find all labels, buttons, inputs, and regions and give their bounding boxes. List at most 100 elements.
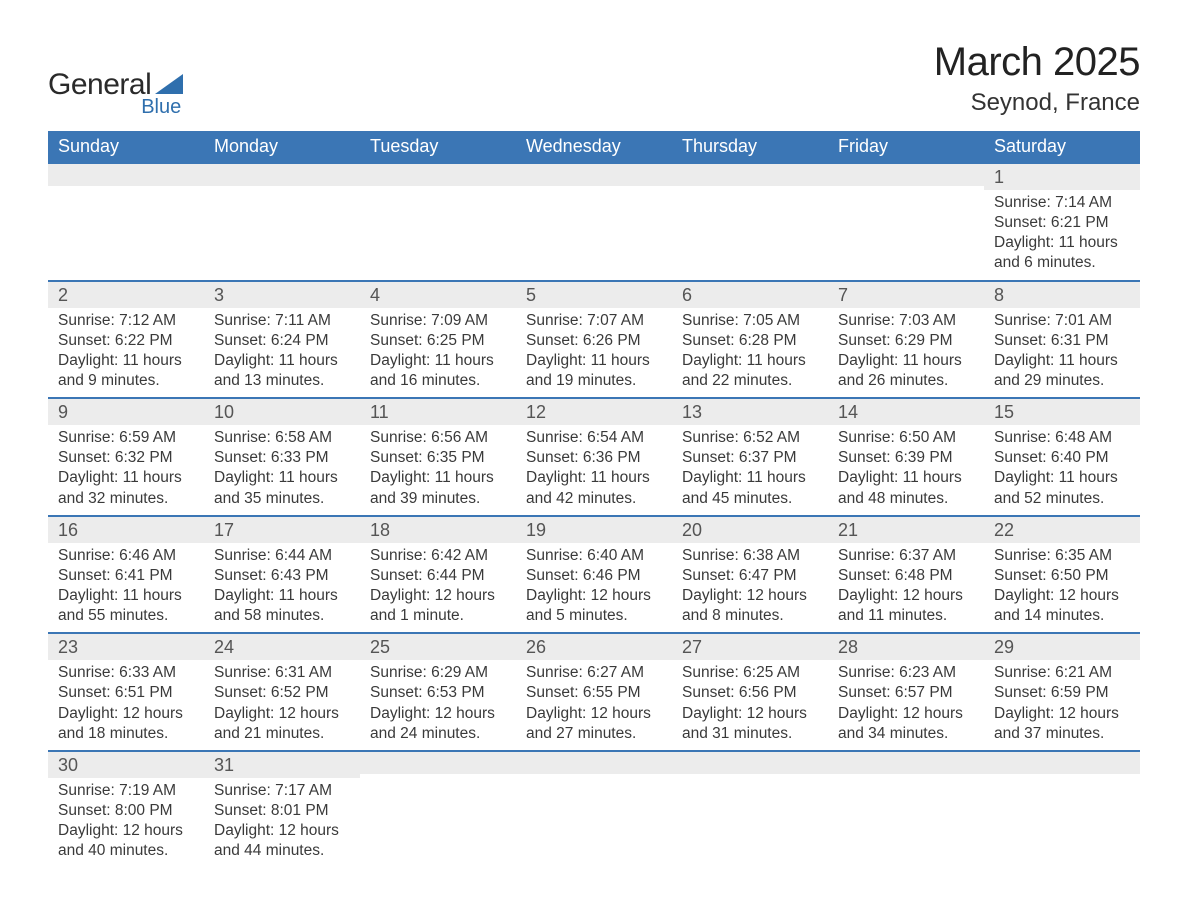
calendar-cell: 16Sunrise: 6:46 AMSunset: 6:41 PMDayligh… (48, 516, 204, 634)
day-sunrise: Sunrise: 7:03 AM (838, 311, 974, 331)
day-daylight2: and 26 minutes. (838, 371, 974, 391)
day-sunset: Sunset: 6:25 PM (370, 331, 506, 351)
day-number (204, 164, 360, 186)
brand-logo: General Blue (48, 40, 183, 119)
day-sunset: Sunset: 6:22 PM (58, 331, 194, 351)
day-data: Sunrise: 7:09 AMSunset: 6:25 PMDaylight:… (360, 308, 516, 398)
day-daylight2: and 18 minutes. (58, 724, 194, 744)
day-sunrise: Sunrise: 6:48 AM (994, 428, 1130, 448)
day-data (516, 186, 672, 264)
day-sunset: Sunset: 6:46 PM (526, 566, 662, 586)
day-sunset: Sunset: 6:41 PM (58, 566, 194, 586)
day-sunrise: Sunrise: 6:42 AM (370, 546, 506, 566)
day-sunset: Sunset: 6:57 PM (838, 683, 974, 703)
day-number: 27 (672, 634, 828, 660)
day-daylight1: Daylight: 12 hours (58, 704, 194, 724)
day-data: Sunrise: 7:19 AMSunset: 8:00 PMDaylight:… (48, 778, 204, 868)
day-number: 18 (360, 517, 516, 543)
day-daylight2: and 35 minutes. (214, 489, 350, 509)
day-data (828, 774, 984, 852)
day-data (672, 774, 828, 852)
day-number (360, 752, 516, 774)
calendar-cell (828, 751, 984, 868)
calendar-week-row: 9Sunrise: 6:59 AMSunset: 6:32 PMDaylight… (48, 398, 1140, 516)
day-number: 15 (984, 399, 1140, 425)
day-daylight2: and 39 minutes. (370, 489, 506, 509)
day-sunset: Sunset: 6:47 PM (682, 566, 818, 586)
page-title: March 2025 (934, 40, 1140, 85)
day-daylight1: Daylight: 11 hours (214, 586, 350, 606)
day-sunrise: Sunrise: 7:14 AM (994, 193, 1130, 213)
day-daylight2: and 44 minutes. (214, 841, 350, 861)
day-sunrise: Sunrise: 6:46 AM (58, 546, 194, 566)
day-sunset: Sunset: 6:43 PM (214, 566, 350, 586)
calendar-cell: 9Sunrise: 6:59 AMSunset: 6:32 PMDaylight… (48, 398, 204, 516)
day-daylight2: and 27 minutes. (526, 724, 662, 744)
day-daylight2: and 24 minutes. (370, 724, 506, 744)
day-sunrise: Sunrise: 6:54 AM (526, 428, 662, 448)
day-sunrise: Sunrise: 6:56 AM (370, 428, 506, 448)
col-header: Saturday (984, 131, 1140, 163)
day-daylight1: Daylight: 11 hours (526, 351, 662, 371)
day-sunrise: Sunrise: 6:37 AM (838, 546, 974, 566)
day-number: 8 (984, 282, 1140, 308)
day-daylight2: and 6 minutes. (994, 253, 1130, 273)
day-sunset: Sunset: 6:55 PM (526, 683, 662, 703)
day-daylight1: Daylight: 12 hours (682, 704, 818, 724)
day-daylight2: and 22 minutes. (682, 371, 818, 391)
day-sunset: Sunset: 6:50 PM (994, 566, 1130, 586)
day-number: 12 (516, 399, 672, 425)
calendar-cell (672, 751, 828, 868)
calendar-cell: 15Sunrise: 6:48 AMSunset: 6:40 PMDayligh… (984, 398, 1140, 516)
day-daylight1: Daylight: 12 hours (370, 704, 506, 724)
calendar-cell (360, 751, 516, 868)
calendar-cell: 3Sunrise: 7:11 AMSunset: 6:24 PMDaylight… (204, 281, 360, 399)
calendar-cell (360, 163, 516, 281)
calendar-cell (672, 163, 828, 281)
day-sunrise: Sunrise: 7:05 AM (682, 311, 818, 331)
day-number: 25 (360, 634, 516, 660)
day-number: 19 (516, 517, 672, 543)
calendar-cell: 22Sunrise: 6:35 AMSunset: 6:50 PMDayligh… (984, 516, 1140, 634)
col-header: Sunday (48, 131, 204, 163)
day-data: Sunrise: 6:54 AMSunset: 6:36 PMDaylight:… (516, 425, 672, 515)
day-sunset: Sunset: 6:33 PM (214, 448, 350, 468)
day-number (516, 164, 672, 186)
day-sunset: Sunset: 6:56 PM (682, 683, 818, 703)
calendar-cell (984, 751, 1140, 868)
day-data: Sunrise: 6:21 AMSunset: 6:59 PMDaylight:… (984, 660, 1140, 750)
day-daylight1: Daylight: 11 hours (214, 351, 350, 371)
calendar-cell: 23Sunrise: 6:33 AMSunset: 6:51 PMDayligh… (48, 633, 204, 751)
page-subtitle: Seynod, France (934, 89, 1140, 117)
day-sunset: Sunset: 6:35 PM (370, 448, 506, 468)
day-sunrise: Sunrise: 6:38 AM (682, 546, 818, 566)
day-daylight2: and 8 minutes. (682, 606, 818, 626)
calendar-cell: 18Sunrise: 6:42 AMSunset: 6:44 PMDayligh… (360, 516, 516, 634)
day-sunrise: Sunrise: 7:11 AM (214, 311, 350, 331)
day-sunset: Sunset: 6:59 PM (994, 683, 1130, 703)
calendar-cell: 25Sunrise: 6:29 AMSunset: 6:53 PMDayligh… (360, 633, 516, 751)
day-number: 2 (48, 282, 204, 308)
calendar-cell: 4Sunrise: 7:09 AMSunset: 6:25 PMDaylight… (360, 281, 516, 399)
day-data: Sunrise: 6:44 AMSunset: 6:43 PMDaylight:… (204, 543, 360, 633)
col-header: Thursday (672, 131, 828, 163)
day-data: Sunrise: 6:40 AMSunset: 6:46 PMDaylight:… (516, 543, 672, 633)
day-sunset: Sunset: 6:21 PM (994, 213, 1130, 233)
calendar-cell: 31Sunrise: 7:17 AMSunset: 8:01 PMDayligh… (204, 751, 360, 868)
calendar-cell: 24Sunrise: 6:31 AMSunset: 6:52 PMDayligh… (204, 633, 360, 751)
day-sunrise: Sunrise: 7:09 AM (370, 311, 506, 331)
calendar-cell (828, 163, 984, 281)
calendar-week-row: 30Sunrise: 7:19 AMSunset: 8:00 PMDayligh… (48, 751, 1140, 868)
day-number: 17 (204, 517, 360, 543)
day-daylight1: Daylight: 12 hours (526, 704, 662, 724)
day-daylight1: Daylight: 12 hours (838, 704, 974, 724)
day-daylight2: and 19 minutes. (526, 371, 662, 391)
day-sunrise: Sunrise: 6:21 AM (994, 663, 1130, 683)
day-number: 9 (48, 399, 204, 425)
day-daylight2: and 9 minutes. (58, 371, 194, 391)
calendar-cell: 10Sunrise: 6:58 AMSunset: 6:33 PMDayligh… (204, 398, 360, 516)
day-data: Sunrise: 6:59 AMSunset: 6:32 PMDaylight:… (48, 425, 204, 515)
calendar-week-row: 2Sunrise: 7:12 AMSunset: 6:22 PMDaylight… (48, 281, 1140, 399)
day-data (360, 774, 516, 852)
calendar-cell: 2Sunrise: 7:12 AMSunset: 6:22 PMDaylight… (48, 281, 204, 399)
